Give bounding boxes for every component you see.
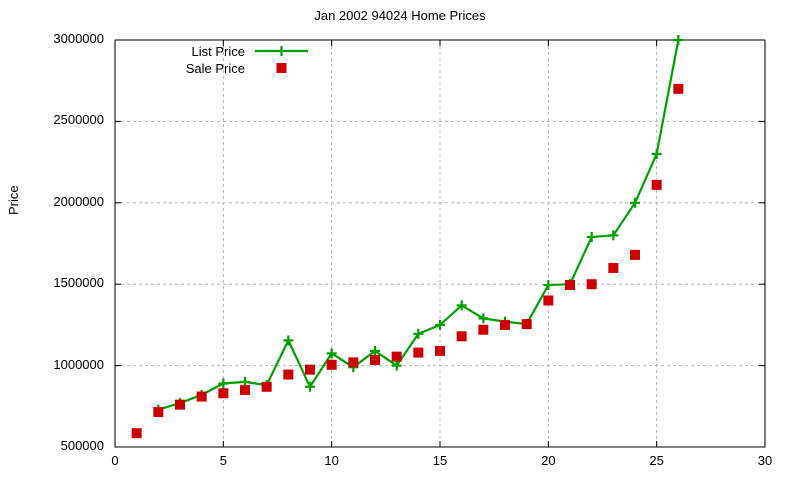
- legend-symbols: [255, 46, 308, 73]
- data-point-sale-price: [283, 369, 294, 380]
- legend-label-list-price: List Price: [191, 44, 245, 59]
- data-point-list-price: [478, 313, 489, 324]
- data-point-sale-price: [218, 388, 229, 399]
- data-point-sale-price: [196, 391, 207, 402]
- legend-label-sale-price: Sale Price: [185, 61, 245, 76]
- data-point-list-price: [456, 300, 467, 311]
- data-point-list-price: [305, 381, 315, 392]
- data-point-sale-price: [586, 279, 597, 290]
- data-point-sale-price: [326, 359, 337, 370]
- data-point-sale-price: [673, 83, 684, 94]
- data-point-list-price: [413, 328, 424, 339]
- data-point-sale-price: [500, 319, 510, 330]
- data-point-sale-price: [608, 262, 619, 273]
- data-point-list-price: [218, 378, 229, 389]
- data-point-sale-price: [240, 385, 250, 396]
- y-tick-label: 3000000: [53, 31, 104, 46]
- series-markers: [131, 35, 684, 439]
- data-point-list-price: [673, 35, 684, 45]
- data-point-sale-price: [261, 381, 272, 392]
- data-point-sale-price: [651, 179, 662, 190]
- x-tick-label: 0: [111, 453, 119, 468]
- x-tick-label: 10: [324, 453, 339, 468]
- data-point-list-price: [651, 148, 662, 159]
- y-tick-label: 500000: [60, 438, 104, 453]
- data-point-sale-price: [305, 364, 315, 375]
- data-point-sale-price: [153, 406, 164, 417]
- chart-title: Jan 2002 94024 Home Prices: [314, 8, 486, 23]
- x-tick-label: 25: [649, 453, 664, 468]
- y-tick-label: 2500000: [53, 112, 104, 128]
- gridlines: [115, 40, 765, 447]
- data-point-sale-price: [435, 345, 445, 356]
- x-tick-label: 30: [757, 453, 773, 468]
- y-tick-label: 2000000: [53, 193, 104, 209]
- data-point-sale-price: [565, 280, 575, 291]
- data-point-list-price: [608, 230, 619, 241]
- data-point-list-price: [435, 319, 445, 330]
- data-point-sale-price: [413, 347, 424, 358]
- data-point-list-price: [543, 280, 554, 291]
- data-point-list-price: [391, 360, 402, 371]
- data-point-sale-price: [543, 295, 554, 306]
- data-point-sale-price: [478, 324, 489, 335]
- x-tick-label: 5: [219, 453, 227, 468]
- y-tick-label: 1500000: [53, 275, 104, 291]
- data-point-sale-price: [370, 354, 380, 365]
- x-tick-label: 15: [432, 453, 448, 468]
- data-point-sale-price: [175, 399, 185, 410]
- data-point-list-price: [283, 335, 294, 346]
- data-point-sale-price: [391, 351, 402, 362]
- data-point-sale-price: [131, 428, 142, 439]
- data-point-sale-price: [630, 249, 640, 260]
- y-tick-label: 1000000: [53, 356, 104, 372]
- data-point-list-price: [326, 348, 337, 359]
- data-point-sale-price: [521, 319, 532, 330]
- data-point-list-price: [586, 231, 597, 242]
- legend-symbol-sale-price: [276, 63, 287, 73]
- data-point-sale-price: [456, 331, 467, 342]
- plot-border: [114, 39, 766, 448]
- data-point-list-price: [370, 345, 380, 356]
- data-point-sale-price: [348, 357, 359, 368]
- data-point-list-price: [630, 197, 640, 208]
- x-tick-label: 20: [541, 453, 556, 468]
